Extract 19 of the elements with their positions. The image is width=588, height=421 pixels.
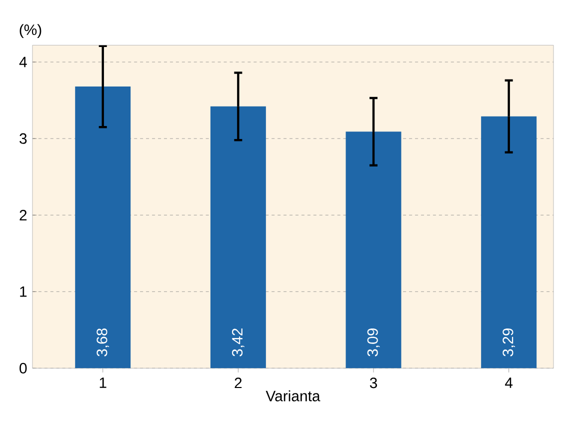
data-label: 3,29: [502, 328, 515, 356]
bar: [210, 106, 266, 368]
x-axis-title: Varianta: [266, 390, 320, 402]
y-tick-label: 1: [20, 286, 27, 297]
y-tick-label: 4: [19, 56, 27, 68]
data-label: 3,42: [232, 328, 244, 356]
y-axis-title: (%): [20, 24, 42, 38]
x-tick-label: 4: [505, 378, 513, 388]
x-tick-label: 1: [100, 378, 106, 388]
x-tick-label: 3: [370, 378, 378, 388]
bar: [346, 132, 402, 368]
data-label: 3,68: [96, 328, 110, 356]
data-label: 3,09: [367, 328, 380, 356]
y-tick-label: 0: [20, 362, 27, 374]
y-tick-label: 3: [20, 133, 27, 144]
y-tick-label: 2: [20, 210, 27, 220]
bar: [481, 116, 537, 368]
x-tick-label: 2: [234, 378, 242, 388]
bar: [75, 86, 131, 368]
